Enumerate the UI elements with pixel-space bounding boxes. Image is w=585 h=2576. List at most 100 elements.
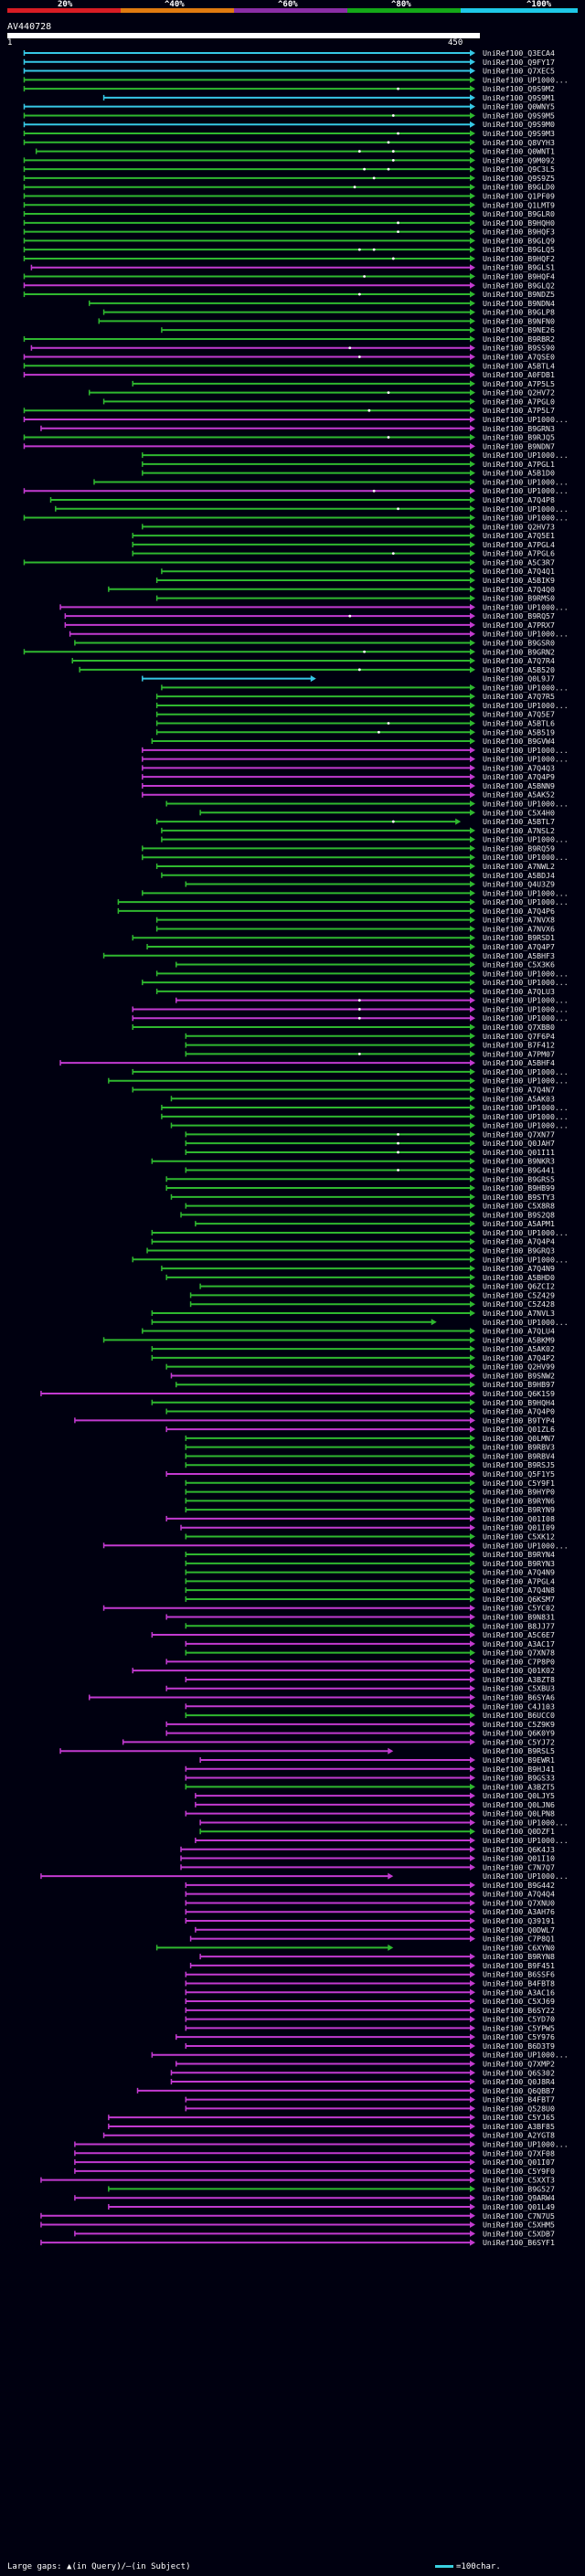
hit-row[interactable]: UniRef100_C7N7Q7 [180, 1862, 555, 1871]
hit-label[interactable]: UniRef100_UP1000... [483, 2051, 569, 2060]
hit-label[interactable]: UniRef100_A7Q4Q3 [483, 763, 555, 772]
hit-label[interactable]: UniRef100_Q39191 [483, 1916, 555, 1925]
hit-label[interactable]: UniRef100_C6XYN0 [483, 1943, 555, 1952]
hit-row[interactable]: UniRef100_A7Q4Q0 [108, 585, 555, 594]
hit-row[interactable]: UniRef100_B8JJ77 [185, 1621, 555, 1630]
hit-label[interactable]: UniRef100_C5X3K6 [483, 960, 555, 970]
hit-label[interactable]: UniRef100_UP1000... [483, 1004, 569, 1013]
hit-row[interactable]: UniRef100_A7PGL4 [185, 1576, 555, 1585]
hit-row[interactable]: UniRef100_Q6ZCI2 [199, 1282, 555, 1291]
hit-label[interactable]: UniRef100_Q0J8R4 [483, 2077, 555, 2086]
hit-row[interactable]: UniRef100_B9HQF2 [23, 254, 555, 263]
hit-row[interactable]: UniRef100_A7Q5E7 [155, 710, 555, 719]
hit-label[interactable]: UniRef100_Q9S9M2 [483, 84, 555, 93]
hit-row[interactable]: UniRef100_A5BTL7 [155, 817, 555, 826]
hit-label[interactable]: UniRef100_UP1000... [483, 897, 569, 906]
hit-row[interactable]: UniRef100_C5X8R8 [185, 1202, 555, 1211]
hit-row[interactable]: UniRef100_Q2HV72 [88, 388, 555, 398]
hit-row[interactable]: UniRef100_UP1000... [117, 897, 569, 906]
hit-row[interactable]: UniRef100_UP1000... [55, 504, 569, 514]
hit-row[interactable]: UniRef100_UP1000... [161, 1112, 569, 1121]
hit-label[interactable]: UniRef100_A7PGL4 [483, 1576, 555, 1585]
hit-row[interactable]: UniRef100_UP1000... [132, 1067, 569, 1076]
hit-row[interactable]: UniRef100_B9RSJ5 [185, 1460, 555, 1469]
hit-label[interactable]: UniRef100_C5XBU3 [483, 1684, 555, 1693]
hit-row[interactable]: UniRef100_B9TYP4 [74, 1415, 555, 1425]
hit-row[interactable]: UniRef100_A5AK52 [142, 790, 555, 800]
hit-label[interactable]: UniRef100_Q5F1Y5 [483, 1469, 555, 1479]
hit-row[interactable]: UniRef100_A7NVX6 [155, 924, 555, 933]
hit-label[interactable]: UniRef100_A7Q4Q4 [483, 1890, 555, 1899]
hit-label[interactable]: UniRef100_A7Q4Q1 [483, 567, 555, 576]
hit-label[interactable]: UniRef100_A7Q5E1 [483, 531, 555, 540]
hit-label[interactable]: UniRef100_UP1000... [483, 1318, 569, 1327]
hit-label[interactable]: UniRef100_B9HQF4 [483, 272, 555, 281]
hit-label[interactable]: UniRef100_UP1000... [483, 1818, 569, 1827]
hit-label[interactable]: UniRef100_A5APM1 [483, 1219, 555, 1228]
hit-row[interactable]: UniRef100_A7Q4N9 [185, 1568, 555, 1577]
hit-label[interactable]: UniRef100_B9RBV3 [483, 1443, 555, 1452]
hit-label[interactable]: UniRef100_A7QLU3 [483, 987, 555, 996]
hit-label[interactable]: UniRef100_UP1000... [483, 1836, 569, 1845]
hit-row[interactable]: UniRef100_C7N7U5 [40, 2211, 555, 2221]
hit-row[interactable]: UniRef100_B9NE26 [161, 325, 555, 334]
hit-row[interactable]: UniRef100_Q0JAH7 [185, 1139, 555, 1148]
hit-label[interactable]: UniRef100_A5BDJ4 [483, 871, 555, 880]
hit-label[interactable]: UniRef100_B9F451 [483, 1961, 555, 1970]
hit-label[interactable]: UniRef100_B9G441 [483, 1166, 555, 1175]
hit-row[interactable]: UniRef100_B9RQ57 [64, 611, 555, 620]
hit-label[interactable]: UniRef100_UP1000... [483, 888, 569, 897]
hit-label[interactable]: UniRef100_Q7XBB0 [483, 1023, 555, 1032]
hit-row[interactable]: UniRef100_B9GSR0 [74, 638, 555, 647]
hit-row[interactable]: UniRef100_A7Q4P2 [151, 1353, 555, 1362]
hit-label[interactable]: UniRef100_Q2HV99 [483, 1362, 555, 1372]
hit-row[interactable]: UniRef100_A3BZT5 [185, 1782, 555, 1791]
hit-label[interactable]: UniRef100_A3BZT8 [483, 1675, 555, 1684]
hit-row[interactable]: UniRef100_A7Q4N7 [132, 1085, 555, 1094]
hit-row[interactable]: UniRef100_Q7XMP2 [175, 2060, 555, 2069]
hit-row[interactable]: UniRef100_Q0DZF1 [199, 1827, 555, 1836]
hit-label[interactable]: UniRef100_A5BTL6 [483, 719, 555, 728]
hit-row[interactable]: UniRef100_B9RBV3 [185, 1443, 555, 1452]
hit-row[interactable]: UniRef100_Q9ARW4 [74, 2193, 555, 2202]
hit-label[interactable]: UniRef100_C5XDB7 [483, 2229, 555, 2238]
hit-label[interactable]: UniRef100_A7Q4P6 [483, 906, 555, 916]
hit-row[interactable]: UniRef100_UP1000... [199, 1818, 569, 1827]
hit-row[interactable]: UniRef100_B9GVW4 [151, 737, 555, 746]
hit-label[interactable]: UniRef100_Q0LJY5 [483, 1791, 555, 1800]
hit-label[interactable]: UniRef100_Q9C3L5 [483, 164, 555, 174]
hit-label[interactable]: UniRef100_A7Q4P8 [483, 495, 555, 504]
hit-row[interactable]: UniRef100_B4FBT8 [185, 1978, 555, 1988]
hit-label[interactable]: UniRef100_B9GLP8 [483, 308, 555, 317]
hit-row[interactable]: UniRef100_C5XJ69 [185, 1997, 555, 2006]
hit-row[interactable]: UniRef100_B9GRS5 [165, 1174, 555, 1183]
hit-row[interactable]: UniRef100_Q0LJY5 [195, 1791, 555, 1800]
hit-row[interactable]: UniRef100_A5AK03 [170, 1094, 555, 1103]
hit-row[interactable]: UniRef100_B9GLR0 [23, 209, 555, 218]
hit-label[interactable]: UniRef100_B9RBR2 [483, 334, 555, 344]
hit-row[interactable]: UniRef100_Q1PF09 [23, 191, 555, 200]
hit-row[interactable]: UniRef100_UP1000... [23, 514, 569, 523]
hit-label[interactable]: UniRef100_Q0JAH7 [483, 1139, 555, 1148]
hit-row[interactable]: UniRef100_B9RBR2 [23, 334, 555, 344]
hit-label[interactable]: UniRef100_A7P5L7 [483, 406, 555, 415]
hit-label[interactable]: UniRef100_A7Q5E7 [483, 710, 555, 719]
hit-label[interactable]: UniRef100_A7PGL6 [483, 549, 555, 558]
hit-row[interactable]: UniRef100_A2YGT8 [102, 2131, 555, 2140]
hit-row[interactable]: UniRef100_UP1000... [93, 477, 569, 486]
hit-row[interactable]: UniRef100_Q39191 [185, 1916, 555, 1925]
hit-label[interactable]: UniRef100_C7P8P0 [483, 1657, 555, 1666]
hit-label[interactable]: UniRef100_A5BHD0 [483, 1273, 555, 1282]
hit-row[interactable]: UniRef100_Q7XNU0 [185, 1898, 555, 1907]
hit-row[interactable]: UniRef100_A7PGL6 [132, 549, 555, 558]
hit-row[interactable]: UniRef100_C5XHM5 [40, 2221, 555, 2230]
hit-row[interactable]: UniRef100_Q4U3Z9 [185, 880, 555, 889]
hit-row[interactable]: UniRef100_B9HJ41 [185, 1765, 555, 1774]
hit-label[interactable]: UniRef100_UP1000... [483, 853, 569, 862]
hit-label[interactable]: UniRef100_A5BKM9 [483, 1335, 555, 1344]
hit-label[interactable]: UniRef100_B9GLQ5 [483, 245, 555, 254]
hit-label[interactable]: UniRef100_B9RQ59 [483, 843, 555, 853]
hit-label[interactable]: UniRef100_B9HJ41 [483, 1765, 555, 1774]
hit-label[interactable]: UniRef100_UP1000... [483, 1541, 569, 1550]
hit-label[interactable]: UniRef100_UP1000... [483, 996, 569, 1005]
